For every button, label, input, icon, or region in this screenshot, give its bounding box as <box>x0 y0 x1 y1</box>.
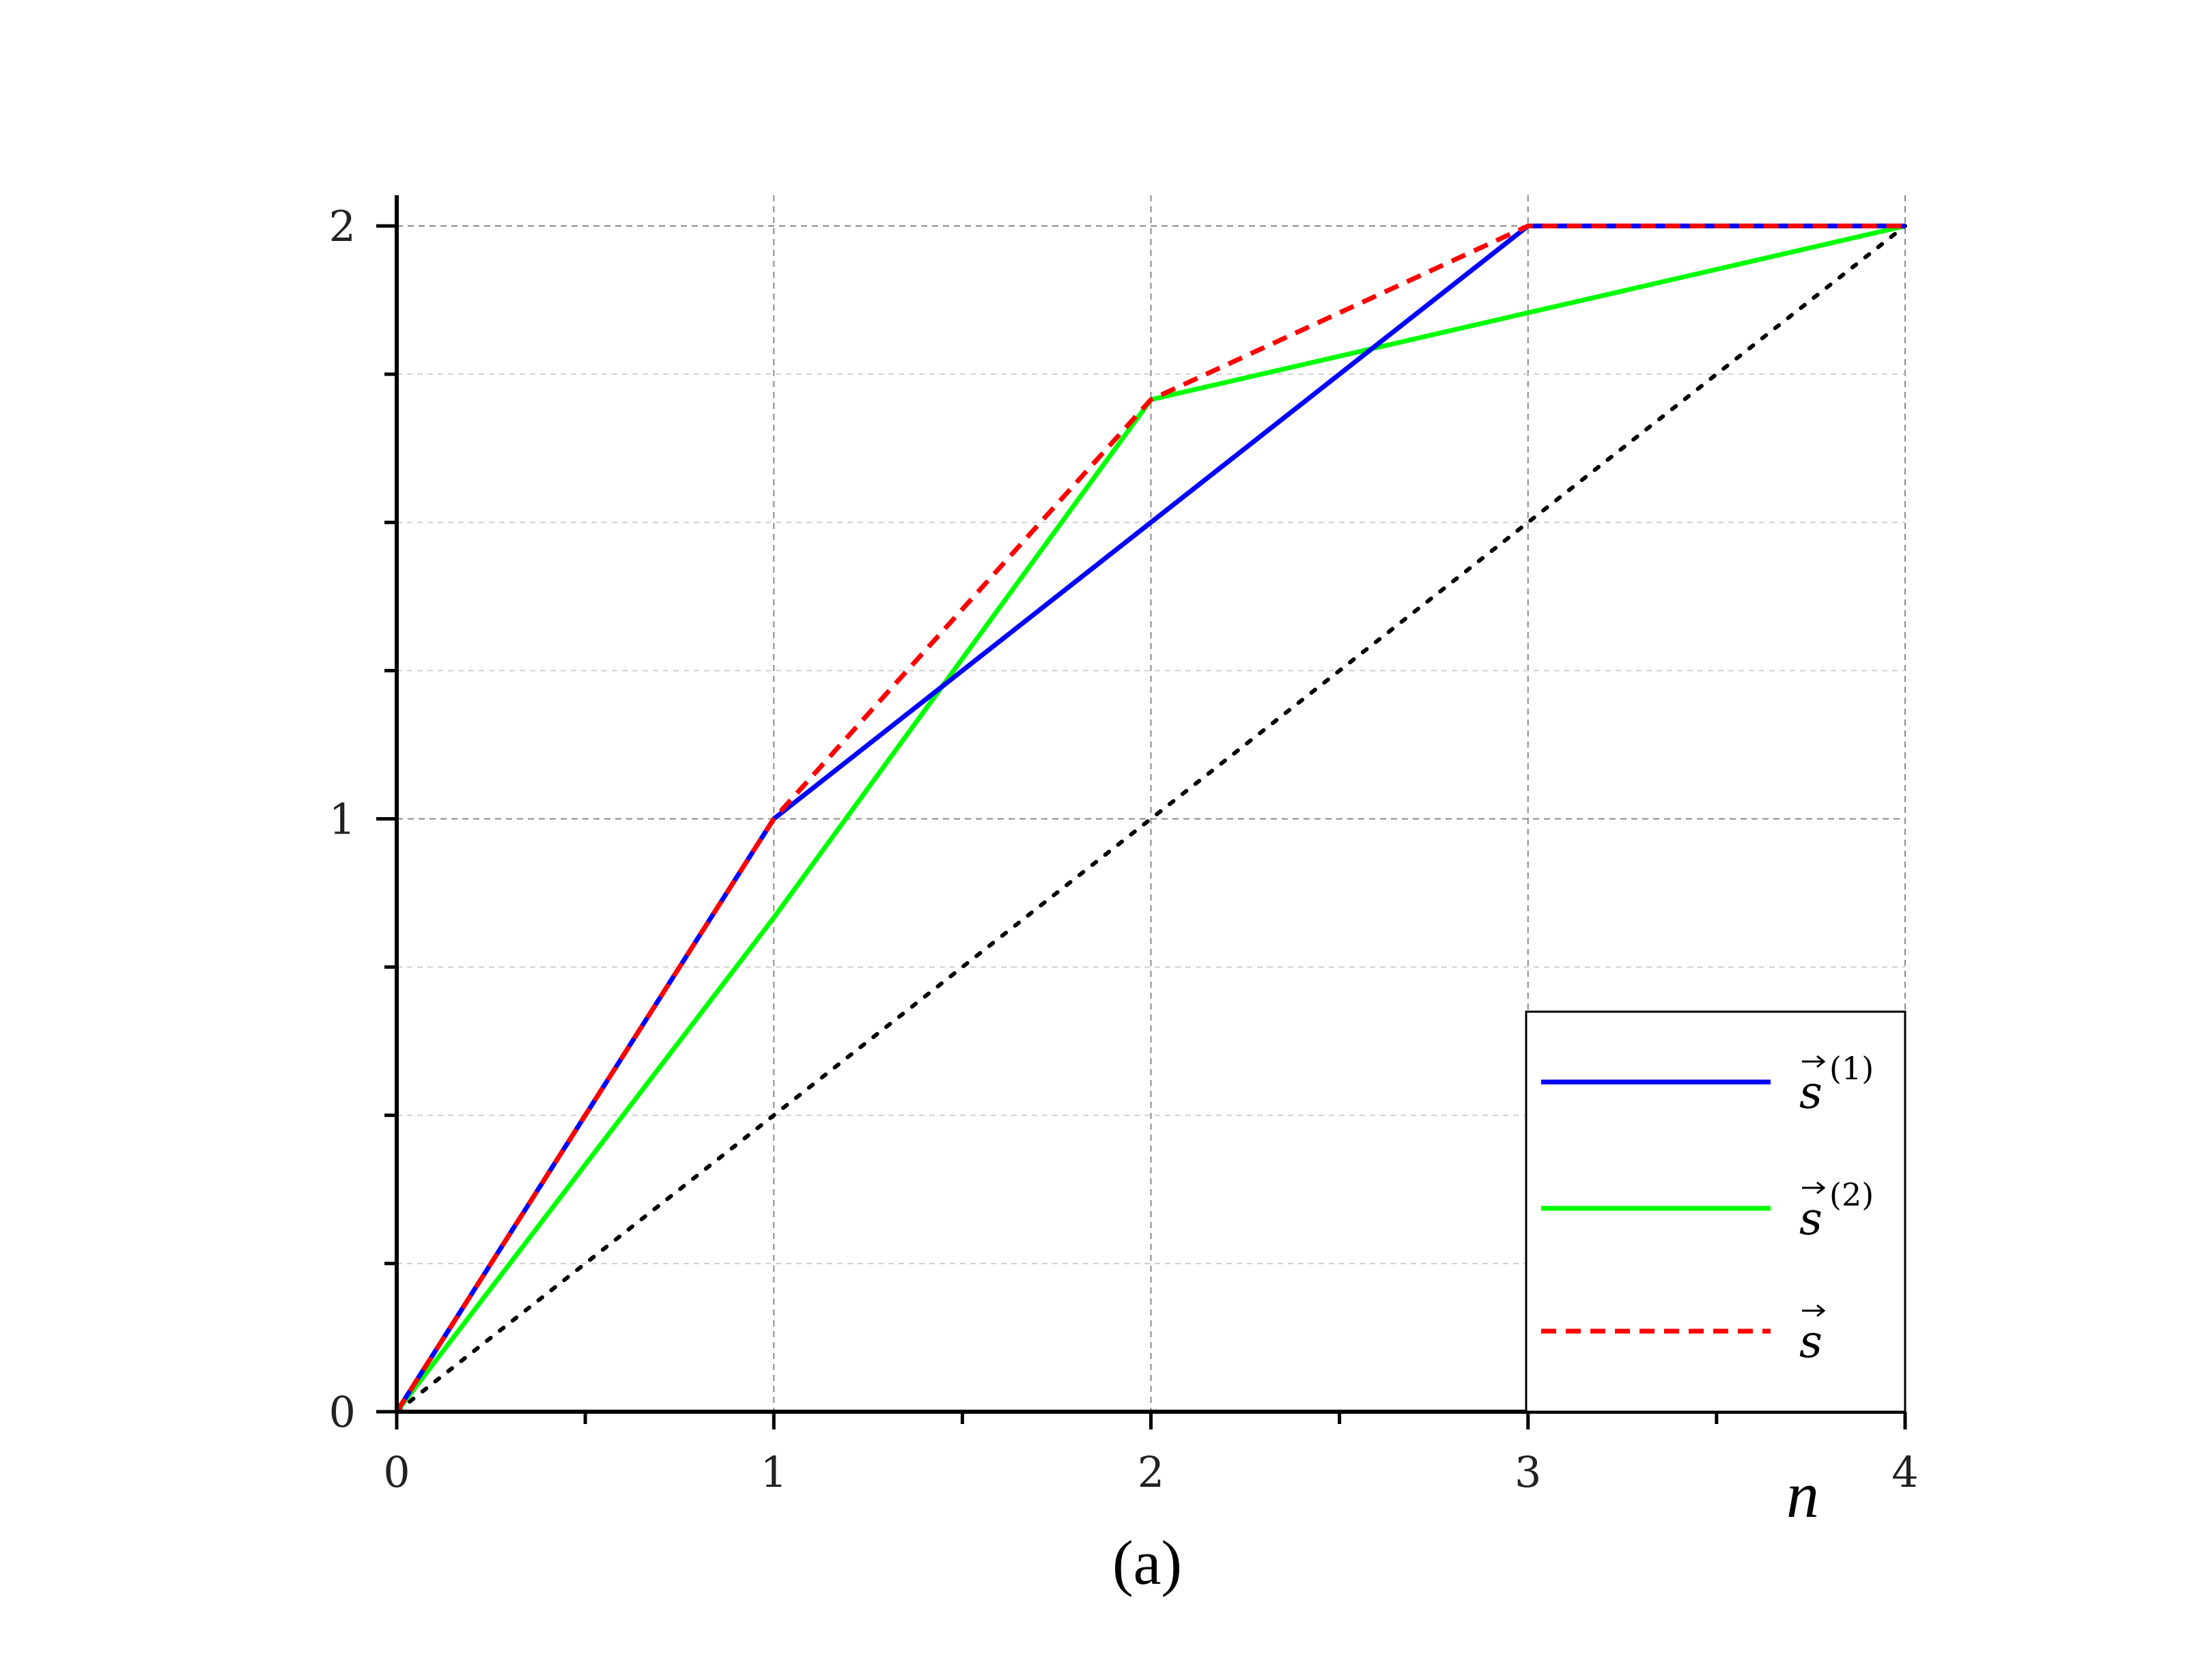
y-tick-label: 2 <box>329 201 356 251</box>
figure-caption: (a) <box>1112 1528 1182 1597</box>
legend: s (1)s (2)s <box>1525 1010 1906 1413</box>
x-tick-label: 4 <box>1891 1447 1918 1497</box>
y-tick-label: 0 <box>329 1387 356 1437</box>
vector-arrowhead-icon <box>1816 1304 1826 1318</box>
labels-layer: 0 1 2 3 4 0 1 2 <box>329 201 1919 1497</box>
x-tick-label: 1 <box>761 1447 787 1497</box>
x-tick-label: 0 <box>383 1447 410 1497</box>
x-tick-label: 2 <box>1138 1447 1164 1497</box>
legend-label-superscript: (1) <box>1829 1050 1874 1087</box>
legend-label: s <box>1799 1315 1822 1368</box>
vector-arrowhead-icon <box>1816 1055 1826 1068</box>
series-layer <box>395 223 1907 1414</box>
legend-label: s <box>1799 1066 1822 1119</box>
y-tick-label: 1 <box>329 795 356 844</box>
vector-arrowhead-icon <box>1816 1181 1826 1195</box>
legend-box <box>1525 1010 1906 1413</box>
legend-label: s <box>1799 1193 1822 1245</box>
legend-label-superscript: (2) <box>1829 1176 1874 1213</box>
x-tick-label: 3 <box>1515 1447 1541 1497</box>
x-axis-label: n <box>1786 1458 1819 1531</box>
series-line-s <box>395 223 1905 1413</box>
